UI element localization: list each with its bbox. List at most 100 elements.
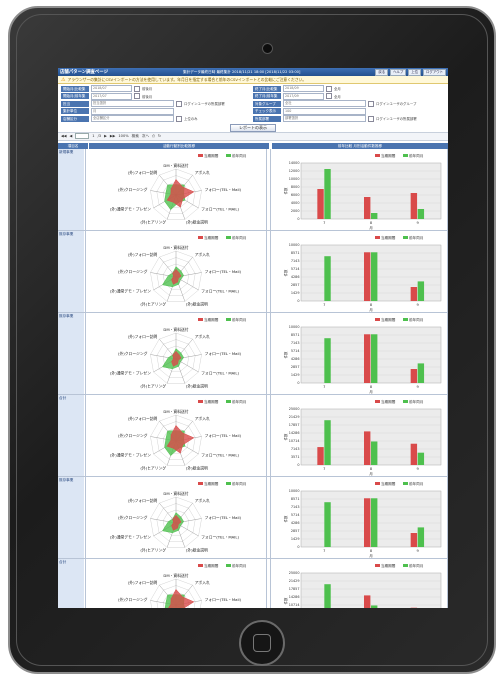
filter-label: 集計単位 <box>61 108 89 115</box>
filter-checkbox[interactable] <box>326 85 332 92</box>
export-icon[interactable]: ⎙ <box>152 134 155 138</box>
filter-checkbox[interactable] <box>134 93 140 100</box>
y-tick-label: 2000 <box>291 209 300 213</box>
next-page-icon[interactable]: ▶ <box>104 134 107 138</box>
x-tick-label: 7 <box>323 385 325 389</box>
radar-axis-label: (外)総金説明 <box>186 301 208 306</box>
filter-input[interactable]: 2017/09 <box>283 92 324 100</box>
filter-input[interactable]: 部署選択 <box>283 115 366 123</box>
filter-input[interactable]: 100 <box>283 107 366 115</box>
radar-grid-ring <box>162 509 190 535</box>
logout-button[interactable]: ログアウト <box>423 68 446 76</box>
refresh-icon[interactable]: ↻ <box>157 134 161 138</box>
report-row-item: 既存事業 当期期間 前年同月 DM・資料送付 アポ入れ フォロー(TEL・Mail) フォロ… <box>58 476 448 559</box>
filter-input[interactable]: 担当選択 <box>91 100 174 108</box>
radar-chart-cell: 当期期間前年同月DM・資料送付アポ入れフォロー(TEL・Mail)フォロー(TE… <box>85 558 267 608</box>
app-screen: 店舗パターン調査ページ 集計データ最終日時 最終集計 2018/11/21 18… <box>58 68 448 608</box>
row-label: 新規事業 <box>58 148 84 230</box>
filter-cell: 終了月(比較集計)2018/09 全月 <box>253 85 443 97</box>
bar-previous <box>417 280 425 301</box>
x-axis-label: 月 <box>369 553 373 558</box>
filter-input[interactable]: 2017/07 <box>91 92 132 100</box>
row-label: 既存事業 <box>58 312 84 394</box>
legend-current-label: 当期期間 <box>381 153 396 158</box>
bar-chart-cell: 当期期間 前年同月 0 1429 2857 4286 5714 7143 8571 10000 件数… <box>270 312 448 394</box>
radar-axis-label: (外)フォロー訪問 <box>128 579 158 584</box>
bar-previous <box>371 333 378 383</box>
next-link[interactable]: 次へ <box>141 133 150 138</box>
filter-input[interactable]: 全店舗区分 <box>91 115 174 123</box>
find-link[interactable]: 検索 <box>131 133 139 138</box>
col-bar-header: 前年比較 月別活動件数推移 <box>272 142 448 149</box>
filter-cell: 所属部署 部署選択 ログインユーザの所属部署 <box>253 115 443 123</box>
y-tick-label: 1429 <box>291 373 300 377</box>
prev-page-icon[interactable]: ◀ <box>69 134 73 138</box>
notice-text: アラウンザーの集計にCSVインポートの方法を使用しています。年月日を指定する場合… <box>67 76 307 82</box>
filter-checkbox[interactable] <box>368 115 374 122</box>
first-page-icon[interactable]: ◀◀ <box>61 134 67 138</box>
filter-row: 開始月(比較集計)2018/07 前後月 終了月(比較集計)2018/09 全月 <box>61 85 445 97</box>
bar-previous <box>324 501 331 547</box>
bar-previous <box>371 497 378 547</box>
page-input[interactable] <box>75 133 90 139</box>
bar-chart: 当期期間 前年同月 0 1429 2857 4286 5714 7143 8571 10000 件数… <box>283 481 442 558</box>
y-tick-label: 0 <box>297 217 299 221</box>
y-tick-label: 14000 <box>289 161 300 165</box>
show-report-button[interactable]: レポートの表示 <box>230 123 276 132</box>
up-button[interactable]: 上位 <box>408 68 422 76</box>
y-tick-label: 10714 <box>289 439 300 443</box>
legend-swatch-previous <box>226 235 231 239</box>
radar-axis-label: (外)クロージング <box>118 514 148 519</box>
x-tick-label: 9 <box>417 221 420 225</box>
app-title: 店舗パターン調査ページ <box>60 70 108 75</box>
radar-axis-label: フォロー(TEL・Mail) <box>205 596 242 601</box>
filter-label: チェック表示 <box>253 108 281 115</box>
filter-label: 店舗区分 <box>61 115 89 122</box>
filter-input[interactable]: 全社 <box>283 100 366 108</box>
filter-checkbox[interactable] <box>134 85 140 92</box>
radar-axis-label: フォロー(TEL・Mail) <box>205 432 242 437</box>
radar-axis-label: (外)クロージング <box>118 596 148 601</box>
filter-checkbox[interactable] <box>368 100 374 107</box>
legend-current-label: 当期期間 <box>381 235 396 240</box>
y-tick-label: 12000 <box>289 169 300 173</box>
radar-axis-label: DM・資料送付 <box>163 245 188 250</box>
y-tick-label: 25000 <box>289 571 300 575</box>
legend-previous-label: 前年同月 <box>409 399 423 404</box>
home-button[interactable] <box>239 620 285 666</box>
bar-current <box>364 497 371 547</box>
radar-grid-ring <box>162 345 190 371</box>
filter-cell: チェック表示 100 <box>253 107 443 115</box>
filter-checkbox[interactable] <box>176 115 182 122</box>
y-tick-label: 17857 <box>289 587 300 591</box>
radar-axis-label: フォロー(TEL・MAIL) <box>201 452 239 457</box>
bar-chart-cell: 当期期間前年同月03571714310714142861785721429250… <box>270 558 448 608</box>
back-button[interactable]: 戻る <box>375 68 389 76</box>
zoom-select[interactable]: 100% <box>118 134 129 138</box>
bar-chart: 当期期間前年同月03571714310714142861785721429250… <box>283 563 442 608</box>
last-page-icon[interactable]: ▶▶ <box>109 134 116 138</box>
radar-axis-label: アポ入れ <box>195 251 210 256</box>
radar-series-current <box>171 350 182 367</box>
filter-checkbox-label: ログインユーザのグループ <box>376 102 417 107</box>
bar-chart: 当期期間前年同月03571714310714142861785721429250… <box>283 399 442 476</box>
bar-current <box>364 333 371 383</box>
report-row-item: 新規事業 当期期間 前年同月 DM・資料送付 アポ入れ フォロー(TEL・Mail) フォロ… <box>58 148 448 231</box>
filter-input[interactable]: 2018/07 <box>91 85 132 93</box>
filter-checkbox[interactable] <box>326 93 332 100</box>
filter-checkbox[interactable] <box>176 100 182 107</box>
x-tick-label: 7 <box>323 467 325 471</box>
y-tick-label: 4286 <box>291 275 300 279</box>
x-tick-label: 9 <box>417 385 420 389</box>
filter-input[interactable]: 月 <box>91 107 174 115</box>
help-button[interactable]: ヘルプ <box>390 68 407 76</box>
radar-axis-label: (外)フォロー訪問 <box>128 497 158 502</box>
x-axis-label: 月 <box>369 307 373 312</box>
filter-input[interactable]: 2018/09 <box>283 85 324 93</box>
y-tick-label: 4286 <box>291 357 300 361</box>
radar-axis-label: (外)ヒアリング <box>140 301 166 306</box>
radar-axis-label: DM・資料送付 <box>163 327 188 332</box>
